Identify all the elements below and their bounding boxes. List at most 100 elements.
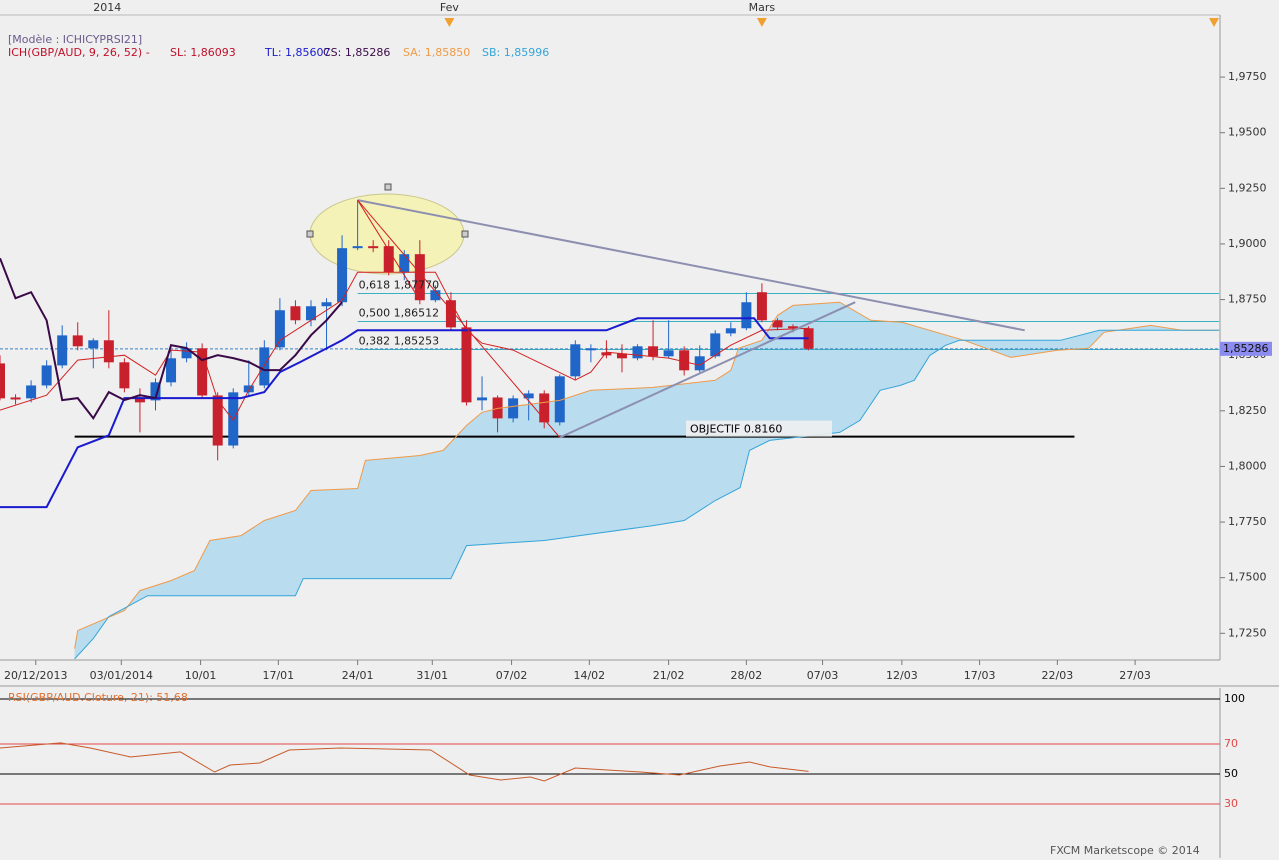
candle-body bbox=[710, 333, 721, 357]
candle-body bbox=[430, 290, 441, 301]
x-tick-label: 27/03 bbox=[1119, 669, 1151, 682]
handle bbox=[384, 183, 392, 191]
fib-label: 0,382 1,85253 bbox=[359, 335, 439, 348]
x-tick-label: 07/03 bbox=[807, 669, 839, 682]
trendline bbox=[357, 199, 561, 438]
top-tick-label: Fev bbox=[440, 1, 459, 14]
x-tick-label: 17/03 bbox=[964, 669, 996, 682]
candle-body bbox=[274, 310, 285, 348]
candle-body bbox=[756, 292, 767, 321]
x-tick-label: 10/01 bbox=[185, 669, 217, 682]
x-tick-label: 24/01 bbox=[342, 669, 374, 682]
x-tick-label: 12/03 bbox=[886, 669, 918, 682]
candle-body bbox=[228, 392, 239, 446]
candle-body bbox=[57, 335, 68, 366]
candle-body bbox=[523, 393, 534, 399]
x-tick-label: 22/03 bbox=[1042, 669, 1074, 682]
sl-label: SL: 1,86093 bbox=[170, 46, 236, 59]
x-tick-label: 28/02 bbox=[731, 669, 763, 682]
candle-body bbox=[461, 327, 472, 403]
indicator-line bbox=[0, 257, 343, 420]
indicator-line bbox=[74, 301, 1220, 649]
candle-body bbox=[321, 302, 332, 307]
main-plot bbox=[0, 193, 1220, 660]
x-tick-label: 17/01 bbox=[262, 669, 294, 682]
candle-body bbox=[103, 340, 114, 363]
y-tick-label: 1,8000 bbox=[1228, 459, 1267, 472]
trendline bbox=[357, 199, 1025, 332]
fib-label: 0,618 1,87770 bbox=[359, 279, 439, 292]
trendline bbox=[559, 301, 856, 439]
candle-body bbox=[414, 254, 425, 301]
indicator-line bbox=[0, 317, 809, 509]
candle-body bbox=[181, 348, 192, 359]
candle-body bbox=[243, 385, 254, 393]
candle-body bbox=[0, 363, 5, 399]
candle-body bbox=[616, 353, 627, 359]
candle-body bbox=[41, 365, 52, 386]
candle-body bbox=[88, 340, 99, 349]
candle-body bbox=[508, 398, 519, 419]
candle-body bbox=[679, 350, 690, 371]
model-label: [Modèle : ICHICYPRSI21] bbox=[8, 33, 142, 46]
top-tick-label: 2014 bbox=[93, 1, 121, 14]
rsi-tick-label: 30 bbox=[1224, 797, 1238, 810]
candle-body bbox=[725, 328, 736, 334]
candle-body bbox=[741, 302, 752, 329]
candle-body bbox=[399, 254, 410, 273]
candle-body bbox=[259, 347, 270, 386]
y-tick-label: 1,9750 bbox=[1228, 70, 1267, 83]
last-price-label: 1,85286 bbox=[1223, 342, 1269, 355]
rsi-tick-label: 100 bbox=[1224, 692, 1245, 705]
sa-label: SA: 1,85850 bbox=[403, 46, 470, 59]
candle-body bbox=[554, 376, 565, 423]
objective-bg bbox=[686, 420, 832, 437]
y-tick-label: 1,7750 bbox=[1228, 515, 1267, 528]
candle-body bbox=[601, 352, 612, 356]
footer: FXCM Marketscope © 2014 bbox=[1050, 844, 1200, 857]
y-tick-label: 1,7500 bbox=[1228, 571, 1267, 584]
x-tick-label: 07/02 bbox=[496, 669, 528, 682]
y-tick-label: 1,9500 bbox=[1228, 126, 1267, 139]
candle-body bbox=[197, 348, 208, 396]
candle-body bbox=[694, 356, 705, 371]
y-tick-label: 1,9000 bbox=[1228, 237, 1267, 250]
x-tick-label: 14/02 bbox=[573, 669, 605, 682]
top-marker bbox=[444, 18, 455, 27]
indicator-line bbox=[0, 271, 809, 422]
x-tick-label: 20/12/2013 bbox=[4, 669, 67, 682]
candle-body bbox=[337, 248, 348, 303]
rsi-tick-label: 70 bbox=[1224, 737, 1238, 750]
last-price-badge bbox=[1220, 341, 1272, 356]
cs-label: CS: 1,85286 bbox=[323, 46, 390, 59]
candle-body bbox=[788, 326, 799, 329]
candle-body bbox=[772, 320, 783, 328]
candle-body bbox=[26, 385, 37, 399]
top-marker bbox=[756, 18, 767, 27]
y-tick-label: 1,9250 bbox=[1228, 181, 1267, 194]
candle-body bbox=[119, 362, 130, 389]
candle-body bbox=[570, 344, 581, 377]
rsi-label: RSI(GBP/AUD.Cloture, 21): 51,68 bbox=[8, 691, 188, 704]
candle-body bbox=[632, 346, 643, 359]
candle-body bbox=[150, 382, 161, 401]
tl-label: TL: 1,85607 bbox=[264, 46, 331, 59]
candle-body bbox=[212, 395, 223, 446]
candle-body bbox=[72, 335, 83, 347]
candle-body bbox=[290, 306, 301, 321]
overlay bbox=[306, 18, 1219, 238]
indicator-line bbox=[74, 329, 1220, 660]
handle bbox=[461, 230, 469, 238]
candle-body bbox=[539, 393, 550, 423]
y-tick-label: 1,8250 bbox=[1228, 404, 1267, 417]
candle-body bbox=[585, 348, 596, 351]
candle-body bbox=[305, 306, 316, 321]
candle-body bbox=[445, 300, 456, 328]
candle-body bbox=[166, 358, 177, 383]
cloud bbox=[74, 302, 1220, 659]
candle-body bbox=[352, 246, 363, 249]
handle bbox=[306, 230, 314, 238]
fib-label: 0,500 1,86512 bbox=[359, 307, 439, 320]
rsi-line bbox=[0, 742, 809, 782]
